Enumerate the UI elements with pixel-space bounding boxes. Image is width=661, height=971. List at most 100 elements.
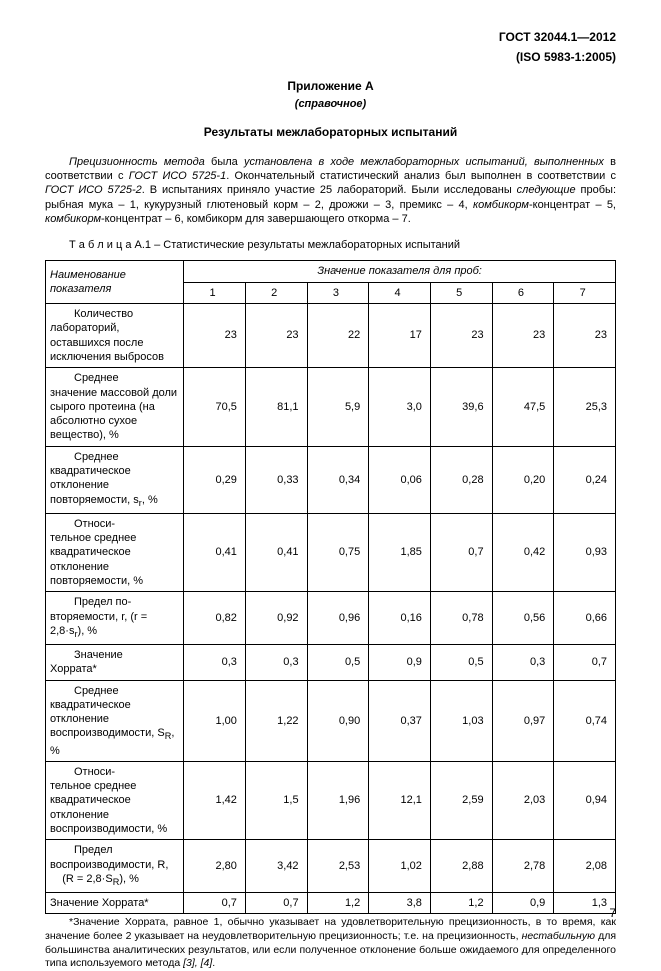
header-col: 5 — [430, 282, 492, 303]
cell-value: 0,93 — [554, 513, 616, 591]
page-number: 7 — [609, 906, 616, 922]
cell-value: 0,74 — [554, 680, 616, 761]
cell-value: 0,7 — [184, 892, 246, 913]
row-label: Количестволабораторий, оставшихся после … — [46, 304, 184, 368]
header-col: 1 — [184, 282, 246, 303]
row-label: Относи-тельное среднее квадратическое от… — [46, 513, 184, 591]
cell-value: 0,56 — [492, 592, 554, 645]
intro-paragraph: Прецизионность метода была установлена в… — [45, 155, 616, 226]
cell-value: 0,42 — [492, 513, 554, 591]
cell-value: 2,80 — [184, 840, 246, 893]
cell-value: 25,3 — [554, 368, 616, 446]
cell-value: 0,16 — [369, 592, 431, 645]
cell-value: 0,66 — [554, 592, 616, 645]
cell-value: 0,3 — [184, 644, 246, 680]
cell-value: 0,9 — [492, 892, 554, 913]
table-caption: Т а б л и ц а А.1 – Статистические резул… — [45, 238, 616, 252]
row-label: Пределвоспроизводимости, R, (R = 2,8·SR)… — [46, 840, 184, 893]
cell-value: 0,5 — [307, 644, 369, 680]
cell-value: 2,53 — [307, 840, 369, 893]
cell-value: 3,8 — [369, 892, 431, 913]
row-label: Среднееквадратическое отклонение воспрои… — [46, 680, 184, 761]
cell-value: 0,28 — [430, 446, 492, 513]
cell-value: 0,78 — [430, 592, 492, 645]
cell-value: 81,1 — [245, 368, 307, 446]
row-label: Значение Хоррата* — [46, 892, 184, 913]
cell-value: 23 — [430, 304, 492, 368]
document-id: ГОСТ 32044.1—2012 — [45, 30, 616, 46]
document-id-sub: (ISO 5983-1:2005) — [45, 50, 616, 66]
cell-value: 23 — [554, 304, 616, 368]
header-group: Значение показателя для проб: — [184, 261, 616, 282]
table-row: Относи-тельное среднее квадратическое от… — [46, 513, 616, 591]
cell-value: 23 — [492, 304, 554, 368]
cell-value: 0,06 — [369, 446, 431, 513]
header-rowlabel: Наименование показателя — [46, 261, 184, 304]
cell-value: 1,2 — [307, 892, 369, 913]
cell-value: 0,41 — [184, 513, 246, 591]
cell-value: 22 — [307, 304, 369, 368]
cell-value: 23 — [245, 304, 307, 368]
cell-value: 1,85 — [369, 513, 431, 591]
row-label: ЗначениеХоррата* — [46, 644, 184, 680]
cell-value: 2,78 — [492, 840, 554, 893]
cell-value: 3,42 — [245, 840, 307, 893]
cell-value: 2,59 — [430, 761, 492, 839]
cell-value: 1,03 — [430, 680, 492, 761]
results-table: Наименование показателя Значение показат… — [45, 260, 616, 914]
cell-value: 0,94 — [554, 761, 616, 839]
cell-value: 0,29 — [184, 446, 246, 513]
table-row: Пределвоспроизводимости, R, (R = 2,8·SR)… — [46, 840, 616, 893]
cell-value: 0,20 — [492, 446, 554, 513]
cell-value: 0,33 — [245, 446, 307, 513]
cell-value: 0,92 — [245, 592, 307, 645]
cell-value: 1,96 — [307, 761, 369, 839]
cell-value: 39,6 — [430, 368, 492, 446]
cell-value: 1,2 — [430, 892, 492, 913]
cell-value: 0,7 — [430, 513, 492, 591]
header-col: 7 — [554, 282, 616, 303]
row-label: Предел по-вторяемости, r, (r = 2,8·sr), … — [46, 592, 184, 645]
cell-value: 23 — [184, 304, 246, 368]
cell-value: 0,37 — [369, 680, 431, 761]
cell-value: 2,08 — [554, 840, 616, 893]
cell-value: 0,41 — [245, 513, 307, 591]
header-col: 2 — [245, 282, 307, 303]
cell-value: 0,7 — [245, 892, 307, 913]
cell-value: 17 — [369, 304, 431, 368]
section-title: Результаты межлабораторных испытаний — [45, 125, 616, 141]
cell-value: 1,42 — [184, 761, 246, 839]
cell-value: 2,03 — [492, 761, 554, 839]
header-col: 3 — [307, 282, 369, 303]
annex-title: Приложение А — [45, 79, 616, 95]
cell-value: 1,02 — [369, 840, 431, 893]
header-col: 4 — [369, 282, 431, 303]
row-label: Среднеезначение массовой доли сырого про… — [46, 368, 184, 446]
cell-value: 5,9 — [307, 368, 369, 446]
cell-value: 1,5 — [245, 761, 307, 839]
cell-value: 0,7 — [554, 644, 616, 680]
cell-value: 1,22 — [245, 680, 307, 761]
cell-value: 70,5 — [184, 368, 246, 446]
table-row: Количестволабораторий, оставшихся после … — [46, 304, 616, 368]
cell-value: 1,00 — [184, 680, 246, 761]
table-row: Значение Хоррата*0,70,71,23,81,20,91,3 — [46, 892, 616, 913]
cell-value: 0,34 — [307, 446, 369, 513]
cell-value: 0,97 — [492, 680, 554, 761]
cell-value: 3,0 — [369, 368, 431, 446]
cell-value: 1,3 — [554, 892, 616, 913]
cell-value: 12,1 — [369, 761, 431, 839]
cell-value: 0,90 — [307, 680, 369, 761]
cell-value: 2,88 — [430, 840, 492, 893]
cell-value: 0,3 — [492, 644, 554, 680]
table-row: Относи-тельное среднее квадратическое от… — [46, 761, 616, 839]
cell-value: 0,82 — [184, 592, 246, 645]
cell-value: 0,9 — [369, 644, 431, 680]
annex-subtitle: (справочное) — [45, 97, 616, 111]
cell-value: 47,5 — [492, 368, 554, 446]
table-row: Предел по-вторяемости, r, (r = 2,8·sr), … — [46, 592, 616, 645]
table-row: Среднееквадратическое отклонение воспрои… — [46, 680, 616, 761]
table-row: ЗначениеХоррата*0,30,30,50,90,50,30,7 — [46, 644, 616, 680]
row-label: Среднееквадратическое отклонение повторя… — [46, 446, 184, 513]
cell-value: 0,3 — [245, 644, 307, 680]
